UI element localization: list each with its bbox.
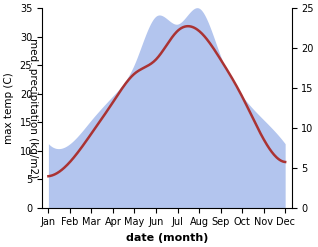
Y-axis label: med. precipitation (kg/m2): med. precipitation (kg/m2): [28, 38, 38, 178]
X-axis label: date (month): date (month): [126, 233, 208, 243]
Y-axis label: max temp (C): max temp (C): [4, 72, 14, 144]
